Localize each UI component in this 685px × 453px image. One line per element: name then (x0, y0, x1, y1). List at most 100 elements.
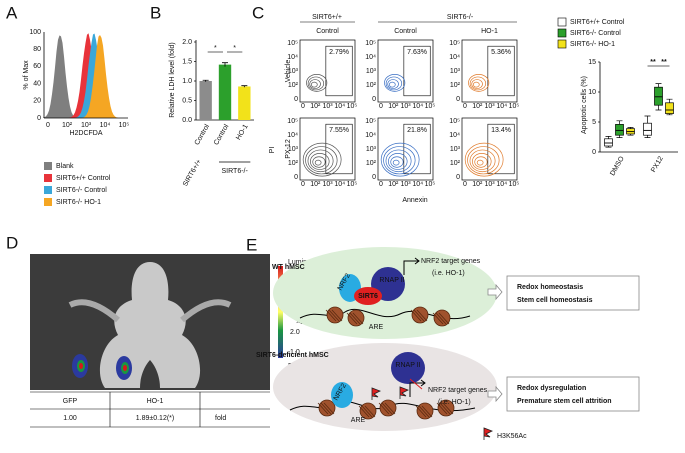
column-label: Control (316, 28, 339, 35)
nucleosome-stripe (439, 402, 451, 415)
histogram (82, 35, 118, 118)
flow-tick: 10³ (322, 103, 333, 110)
error-bar (202, 79, 209, 82)
flow-tick: 10⁵ (449, 40, 460, 47)
contour (384, 73, 406, 92)
nucleosome-stripe (317, 402, 329, 415)
x-tick-label: PX12 (650, 155, 665, 173)
legend-swatch (557, 28, 567, 38)
nrf2 (331, 382, 353, 408)
flow-tick: 10⁴ (449, 54, 460, 61)
y-tick-label: 80 (33, 46, 41, 53)
h3k56ac-flag (399, 386, 409, 399)
outcome-text: Premature stem cell attrition (517, 398, 612, 405)
flow-tick: 10⁴ (365, 132, 376, 139)
contour (309, 79, 321, 89)
box (643, 122, 652, 136)
nucleosome-stripe (378, 402, 390, 415)
panel-label: B (150, 3, 161, 22)
panel-label: A (6, 3, 18, 22)
flow-tick: 10³ (484, 181, 495, 188)
panel-label: C (252, 3, 264, 22)
flow-tick: 10⁵ (365, 118, 376, 125)
bar (199, 81, 212, 120)
flow-tick: 10⁵ (425, 103, 436, 110)
flow-plot (377, 39, 434, 103)
box (654, 86, 663, 106)
axis-title: PI (269, 147, 276, 154)
nucleosome-stripe (358, 405, 370, 418)
nucleosome-stripe (346, 312, 358, 325)
flow-arrow (487, 385, 503, 403)
legend-label: SIRT6-/- Control (56, 187, 107, 194)
nucleosome-stripe (416, 309, 428, 322)
contour (464, 142, 504, 177)
contour (388, 152, 408, 170)
flow-tick: 10³ (288, 68, 299, 75)
legend-label: SIRT6-/- Control (570, 30, 621, 37)
y-tick-label: 15 (588, 59, 596, 66)
contour (474, 156, 488, 168)
box (604, 138, 613, 147)
y-tick-label: 60 (33, 63, 41, 70)
y-tick-label: 0 (37, 115, 41, 122)
outcome-text: Redox homeostasis (517, 284, 583, 291)
sirt6 (354, 287, 382, 305)
error-bar (222, 62, 228, 67)
gate-percentage: 7.63% (407, 49, 427, 56)
legend-swatch (44, 174, 52, 182)
flow-tick: 0 (372, 96, 376, 103)
mouse-limb (68, 299, 232, 323)
h3k56ac-flag (483, 427, 493, 440)
contour (383, 146, 416, 175)
contour (385, 76, 403, 91)
flow-tick: 10³ (288, 146, 299, 153)
element-label: ARE (369, 324, 384, 331)
contour (392, 159, 400, 166)
gene-label: NRF2 target genes (428, 387, 488, 394)
nucleosome (416, 402, 434, 420)
contour (385, 149, 412, 173)
rnap (391, 352, 425, 384)
flow-tick: 0 (294, 96, 298, 103)
row-label: PX-12 (285, 139, 292, 159)
gene-label: (i.e. HO-1) (432, 270, 465, 277)
contour (310, 152, 330, 170)
nucleosome-stripe (442, 402, 454, 415)
flow-tick: 10⁴ (449, 132, 460, 139)
flow-tick: 10² (450, 82, 461, 89)
axis-title: H2DCFDA (69, 130, 102, 137)
flow-tick: 0 (301, 181, 305, 188)
outcome-box (506, 376, 640, 412)
significance: ** (650, 59, 656, 66)
bar (218, 64, 232, 120)
gate (403, 123, 431, 175)
flow-tick: 0 (379, 181, 383, 188)
contour (388, 81, 396, 88)
y-tick-label: 20 (33, 98, 41, 105)
nucleosome (359, 402, 377, 420)
gate (403, 45, 431, 97)
flow-tick: 10² (388, 181, 399, 188)
flow-tick: 10³ (322, 181, 333, 188)
contour (380, 142, 420, 177)
flow-tick: 10² (472, 181, 483, 188)
row-label: Vehicle (285, 60, 292, 83)
legend-label: SIRT6-/- HO-1 (570, 41, 615, 48)
axis-title: Apoptotic cells (%) (581, 76, 588, 134)
flow-tick: 0 (372, 174, 376, 181)
flow-tick: 10³ (450, 68, 461, 75)
table-header: GFP (63, 398, 78, 405)
nucleosome-stripe (381, 402, 393, 415)
panel-label: D (6, 233, 18, 252)
gate (487, 45, 515, 97)
gate-percentage: 21.8% (407, 127, 427, 134)
significance: * (214, 45, 217, 52)
nucleosome-stripe (421, 405, 433, 418)
column-label: Control (394, 28, 417, 35)
significance: ** (661, 59, 667, 66)
legend-swatch (44, 198, 52, 206)
table-unit: fold (215, 415, 226, 422)
flow-tick: 10² (310, 103, 321, 110)
